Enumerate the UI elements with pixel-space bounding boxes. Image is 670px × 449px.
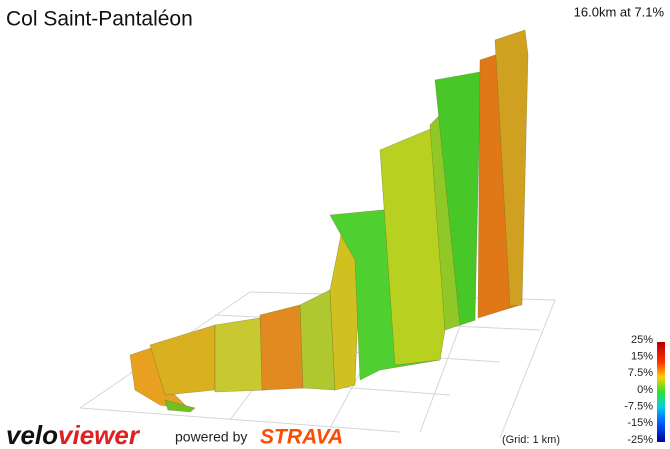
logo: veloviewer: [6, 420, 141, 449]
legend-label: -15%: [627, 417, 653, 429]
stats: 16.0km at 7.1%: [574, 4, 665, 19]
legend-label: 25%: [631, 334, 653, 346]
elevation-ribbon: [129, 29, 529, 413]
color-scale: [657, 342, 665, 442]
strava-logo: STRAVA: [260, 426, 343, 449]
title: Col Saint-Pantaléon: [6, 8, 193, 31]
legend-label: 7.5%: [628, 367, 653, 379]
powered-by: powered by: [175, 429, 247, 445]
logo-part: viewer: [58, 420, 141, 449]
grid-note: (Grid: 1 km): [502, 434, 560, 446]
logo-part: velo: [6, 420, 58, 449]
legend-label: 15%: [631, 351, 653, 363]
legend-label: -25%: [627, 434, 653, 446]
legend-label: 0%: [637, 384, 653, 396]
legend: 25% 15% 7.5% 0% -7.5% -15% -25%: [624, 334, 653, 446]
legend-label: -7.5%: [624, 401, 653, 413]
